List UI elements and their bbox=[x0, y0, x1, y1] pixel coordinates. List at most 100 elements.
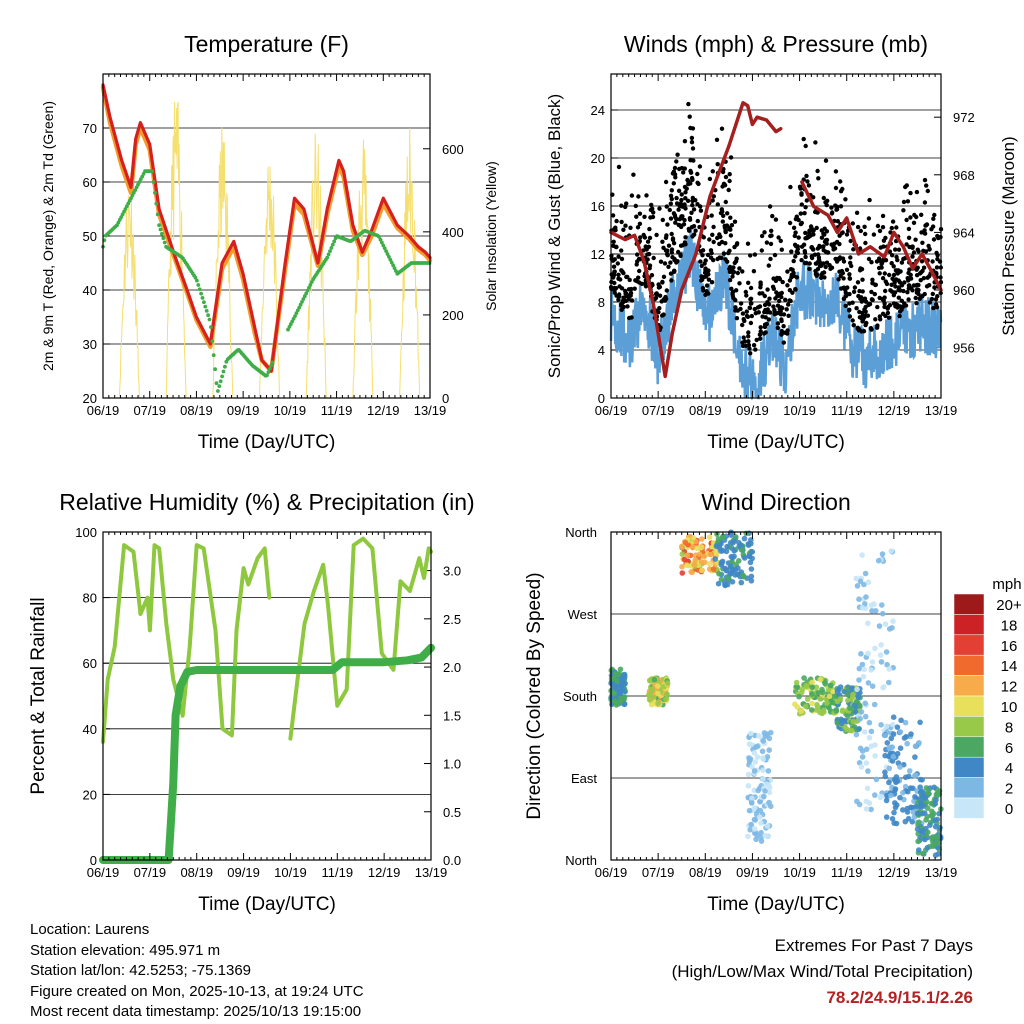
direction-point bbox=[758, 829, 764, 836]
station-location: Location: Laurens bbox=[30, 921, 150, 938]
direction-point bbox=[757, 798, 763, 805]
gust-point bbox=[919, 259, 925, 264]
gust-point bbox=[645, 239, 651, 244]
dewpoint-point bbox=[300, 300, 304, 304]
direction-point bbox=[722, 565, 728, 572]
gust-point bbox=[855, 224, 861, 230]
gust-point bbox=[669, 196, 674, 202]
direction-point bbox=[872, 742, 878, 748]
gust-point bbox=[835, 219, 840, 224]
dewpoint-point bbox=[328, 249, 332, 254]
gust-point bbox=[881, 238, 887, 243]
direction-point bbox=[809, 684, 815, 691]
gust-point bbox=[697, 164, 703, 169]
direction-point bbox=[799, 686, 805, 693]
gust-point bbox=[671, 241, 677, 246]
direction-point bbox=[854, 798, 860, 805]
gust-point bbox=[914, 189, 920, 195]
direction-point bbox=[834, 720, 841, 726]
pressure-line bbox=[800, 180, 943, 292]
gust-point bbox=[753, 347, 758, 352]
gust-point bbox=[791, 273, 797, 279]
gust-point bbox=[610, 258, 616, 263]
gust-point bbox=[931, 237, 937, 242]
direction-point bbox=[933, 791, 940, 798]
gust-point bbox=[791, 225, 797, 230]
gust-point bbox=[637, 268, 642, 274]
legend-swatch bbox=[953, 593, 985, 615]
direction-point bbox=[729, 558, 735, 565]
direction-point bbox=[866, 735, 873, 741]
direction-point bbox=[865, 650, 871, 657]
direction-point bbox=[872, 753, 878, 759]
gust-point bbox=[765, 300, 770, 305]
gust-point bbox=[619, 268, 624, 273]
gust-point bbox=[755, 305, 761, 310]
direction-point bbox=[747, 827, 753, 833]
dewpoint-point bbox=[326, 252, 331, 257]
gust-point bbox=[880, 311, 886, 316]
direction-xtick-label: 07/19 bbox=[642, 865, 675, 880]
gust-point bbox=[913, 295, 918, 301]
gust-point bbox=[657, 293, 663, 298]
direction-point bbox=[858, 764, 865, 770]
gust-point bbox=[890, 253, 895, 258]
gust-point bbox=[882, 271, 887, 276]
gust-point bbox=[891, 264, 896, 269]
gust-point bbox=[763, 330, 768, 335]
direction-point bbox=[916, 847, 922, 853]
gust-point bbox=[671, 268, 677, 274]
gust-point bbox=[657, 206, 662, 211]
gust-point bbox=[773, 217, 779, 222]
dewpoint-point bbox=[216, 389, 220, 393]
gust-point bbox=[869, 260, 874, 265]
gust-point bbox=[668, 271, 674, 276]
dewpoint-point bbox=[382, 246, 387, 251]
direction-point bbox=[915, 838, 921, 845]
gust-point bbox=[843, 197, 848, 202]
direction-point bbox=[865, 680, 872, 686]
gust-point bbox=[814, 225, 819, 231]
gust-point bbox=[664, 204, 669, 209]
gust-point bbox=[668, 201, 673, 206]
dewpoint-point bbox=[221, 369, 226, 374]
direction-point bbox=[929, 843, 936, 849]
gust-point bbox=[707, 237, 712, 242]
gust-point bbox=[683, 242, 688, 247]
gust-point bbox=[775, 303, 781, 308]
gust-point bbox=[806, 183, 812, 188]
humidity-xlabel: Time (Day/UTC) bbox=[198, 894, 336, 915]
direction-point bbox=[864, 785, 871, 792]
gust-point bbox=[847, 291, 852, 297]
gust-point bbox=[766, 317, 772, 322]
gust-point bbox=[780, 305, 785, 311]
gust-point bbox=[821, 195, 826, 201]
gust-point bbox=[702, 270, 708, 275]
gust-point bbox=[802, 211, 807, 216]
direction-point bbox=[894, 778, 901, 784]
humidity-xtick-label: 11/19 bbox=[321, 865, 353, 880]
gust-point bbox=[793, 287, 798, 292]
humidity-ytick-label: 100 bbox=[75, 525, 97, 540]
gust-point bbox=[855, 280, 861, 285]
gust-point bbox=[779, 290, 784, 296]
direction-point bbox=[890, 714, 897, 720]
direction-point bbox=[760, 756, 766, 762]
direction-ylabel: Direction (Colored By Speed) bbox=[524, 572, 545, 819]
gust-point bbox=[833, 185, 839, 191]
direction-point bbox=[839, 707, 846, 714]
gust-point bbox=[911, 220, 917, 225]
direction-point bbox=[859, 605, 866, 611]
direction-point bbox=[848, 685, 855, 691]
direction-point bbox=[707, 551, 714, 558]
gust-point bbox=[704, 283, 710, 288]
gust-point bbox=[801, 136, 806, 142]
direction-point bbox=[754, 743, 761, 750]
direction-point bbox=[809, 679, 816, 686]
direction-point bbox=[716, 543, 723, 549]
direction-point bbox=[872, 792, 878, 798]
gust-point bbox=[914, 214, 919, 220]
direction-point bbox=[924, 845, 931, 851]
gust-point bbox=[805, 179, 810, 184]
direction-point bbox=[903, 733, 909, 740]
